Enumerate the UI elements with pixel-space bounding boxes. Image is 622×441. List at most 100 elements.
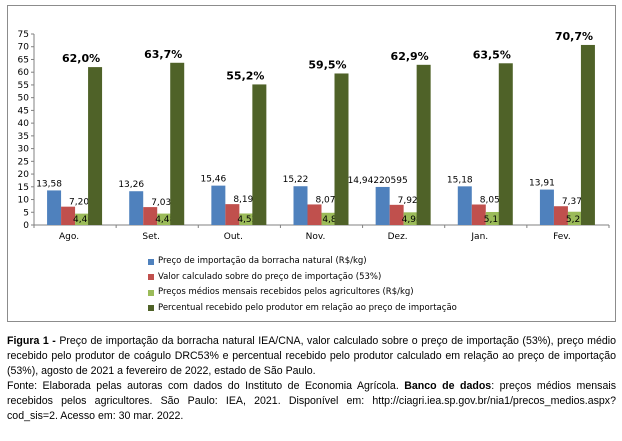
figure-text: Preço de importação da borracha natural … <box>7 335 616 377</box>
bar <box>375 186 390 225</box>
data-label: 4,46 <box>73 215 93 225</box>
y-tick-label: 5 <box>23 208 29 218</box>
percent-label: 63,5% <box>473 48 511 61</box>
bar <box>334 73 349 226</box>
chart-legend: Preço de importação da borracha natural … <box>148 254 457 316</box>
bar <box>485 211 500 225</box>
bar <box>293 186 308 225</box>
bar <box>129 191 144 225</box>
bar <box>389 204 404 225</box>
data-label: 15,22 <box>283 175 309 185</box>
legend-label: Percentual recebido pelo produtor em rel… <box>158 302 457 313</box>
y-tick-label: 55 <box>18 81 29 91</box>
bar <box>211 185 226 225</box>
chart-frame: 0 5 10 15 20 25 30 35 40 45 50 55 60 65 70 75 Ago. 13,58 7… <box>7 5 616 322</box>
bar <box>403 212 418 225</box>
percent-label: 63,7% <box>144 48 182 61</box>
bar <box>457 186 472 225</box>
y-tick-label: 70 <box>18 43 30 53</box>
y-tick-label: 10 <box>18 196 30 206</box>
y-tick-label: 40 <box>18 119 30 129</box>
data-label: 4,52 <box>237 215 257 225</box>
source-bold: Banco de dados <box>404 380 492 392</box>
legend-swatch <box>148 289 154 296</box>
legend-item: Preço de importação da borracha natural … <box>148 254 457 270</box>
data-label: 13,26 <box>118 180 144 190</box>
legend-item: Percentual recebido pelo produtor em rel… <box>148 301 457 317</box>
source-text: Fonte: Elaborada pelas autoras com dados… <box>7 380 405 392</box>
legend-swatch <box>148 258 154 265</box>
data-label: 8,05 <box>480 195 500 205</box>
data-label: 8,19 <box>233 195 253 205</box>
x-tick-label: Out. <box>224 232 243 242</box>
y-tick-label: 50 <box>18 94 30 104</box>
percent-label: 62,0% <box>62 52 100 65</box>
legend-label: Preço de importação da borracha natural … <box>158 256 367 266</box>
data-label: 4,98 <box>402 215 422 225</box>
x-tick-label: Dez. <box>388 232 408 242</box>
percent-label: 55,2% <box>226 69 264 82</box>
data-label: 5,11 <box>484 215 504 225</box>
percent-label: 59,5% <box>308 58 346 71</box>
figure-label: Figura 1 - <box>7 335 56 347</box>
y-tick-label: 30 <box>18 145 30 155</box>
bar <box>416 64 431 225</box>
figure-caption: Figura 1 - Preço de importação da borrac… <box>7 334 616 424</box>
legend-swatch <box>148 305 154 312</box>
bar-chart: 0 5 10 15 20 25 30 35 40 45 50 55 60 65 70 75 Ago. 13,58 7… <box>18 30 610 242</box>
figure-source: Fonte: Elaborada pelas autoras com dados… <box>7 379 616 424</box>
bar <box>321 212 336 225</box>
y-tick-label: 75 <box>18 30 29 40</box>
y-tick-label: 0 <box>23 221 29 231</box>
data-label: 7,20 <box>69 198 89 208</box>
bar <box>88 67 103 226</box>
data-label: 7,03 <box>151 198 171 208</box>
data-label: 13,58 <box>36 179 62 189</box>
data-label: 15,46 <box>200 175 226 185</box>
bar <box>553 206 568 225</box>
y-tick-label: 15 <box>18 183 29 193</box>
bar <box>157 213 172 225</box>
x-tick-label: Set. <box>142 232 160 242</box>
source-rest: : preços médios mensais recebidos pelos … <box>7 380 616 422</box>
bar <box>498 63 513 225</box>
legend-swatch <box>148 274 154 281</box>
x-tick-label: Ago. <box>59 232 79 242</box>
bar <box>471 204 486 225</box>
bar <box>47 190 62 225</box>
data-label: 4,8 <box>322 215 337 225</box>
data-label: 15,18 <box>447 175 473 185</box>
x-tick-label: Fev. <box>553 232 571 242</box>
y-tick-label: 35 <box>18 132 29 142</box>
bar <box>307 204 322 225</box>
legend-item: Preços médios mensais recebidos pelos ag… <box>148 285 457 301</box>
bar <box>239 213 254 225</box>
bar <box>170 62 185 226</box>
legend-label: Preços médios mensais recebidos pelos ag… <box>158 287 414 297</box>
x-tick-label: Jan. <box>470 232 488 242</box>
data-label: 8,07 <box>315 195 335 205</box>
bar <box>567 211 582 225</box>
y-tick-label: 60 <box>18 68 30 78</box>
bar <box>252 84 267 225</box>
bar <box>143 207 158 225</box>
legend-item: Valor calculado sobre do preço de import… <box>148 270 457 286</box>
legend-label: Valor calculado sobre do preço de import… <box>158 271 382 282</box>
data-label: 14,94220595 <box>348 176 408 186</box>
data-label: 4,48 <box>155 215 175 225</box>
y-tick-label: 25 <box>18 157 29 167</box>
bar <box>539 189 554 225</box>
data-label: 7,37 <box>562 197 582 207</box>
bar <box>225 204 240 225</box>
bar <box>75 213 90 225</box>
y-tick-label: 20 <box>18 170 30 180</box>
data-label: 13,91 <box>529 179 555 189</box>
y-tick-label: 45 <box>18 106 29 116</box>
x-tick-label: Nov. <box>306 232 326 242</box>
y-tick-label: 65 <box>18 55 29 65</box>
figure-description: Figura 1 - Preço de importação da borrac… <box>7 334 616 379</box>
percent-label: 62,9% <box>391 50 429 63</box>
bar <box>580 44 595 225</box>
percent-label: 70,7% <box>555 30 593 43</box>
bar <box>61 206 76 225</box>
